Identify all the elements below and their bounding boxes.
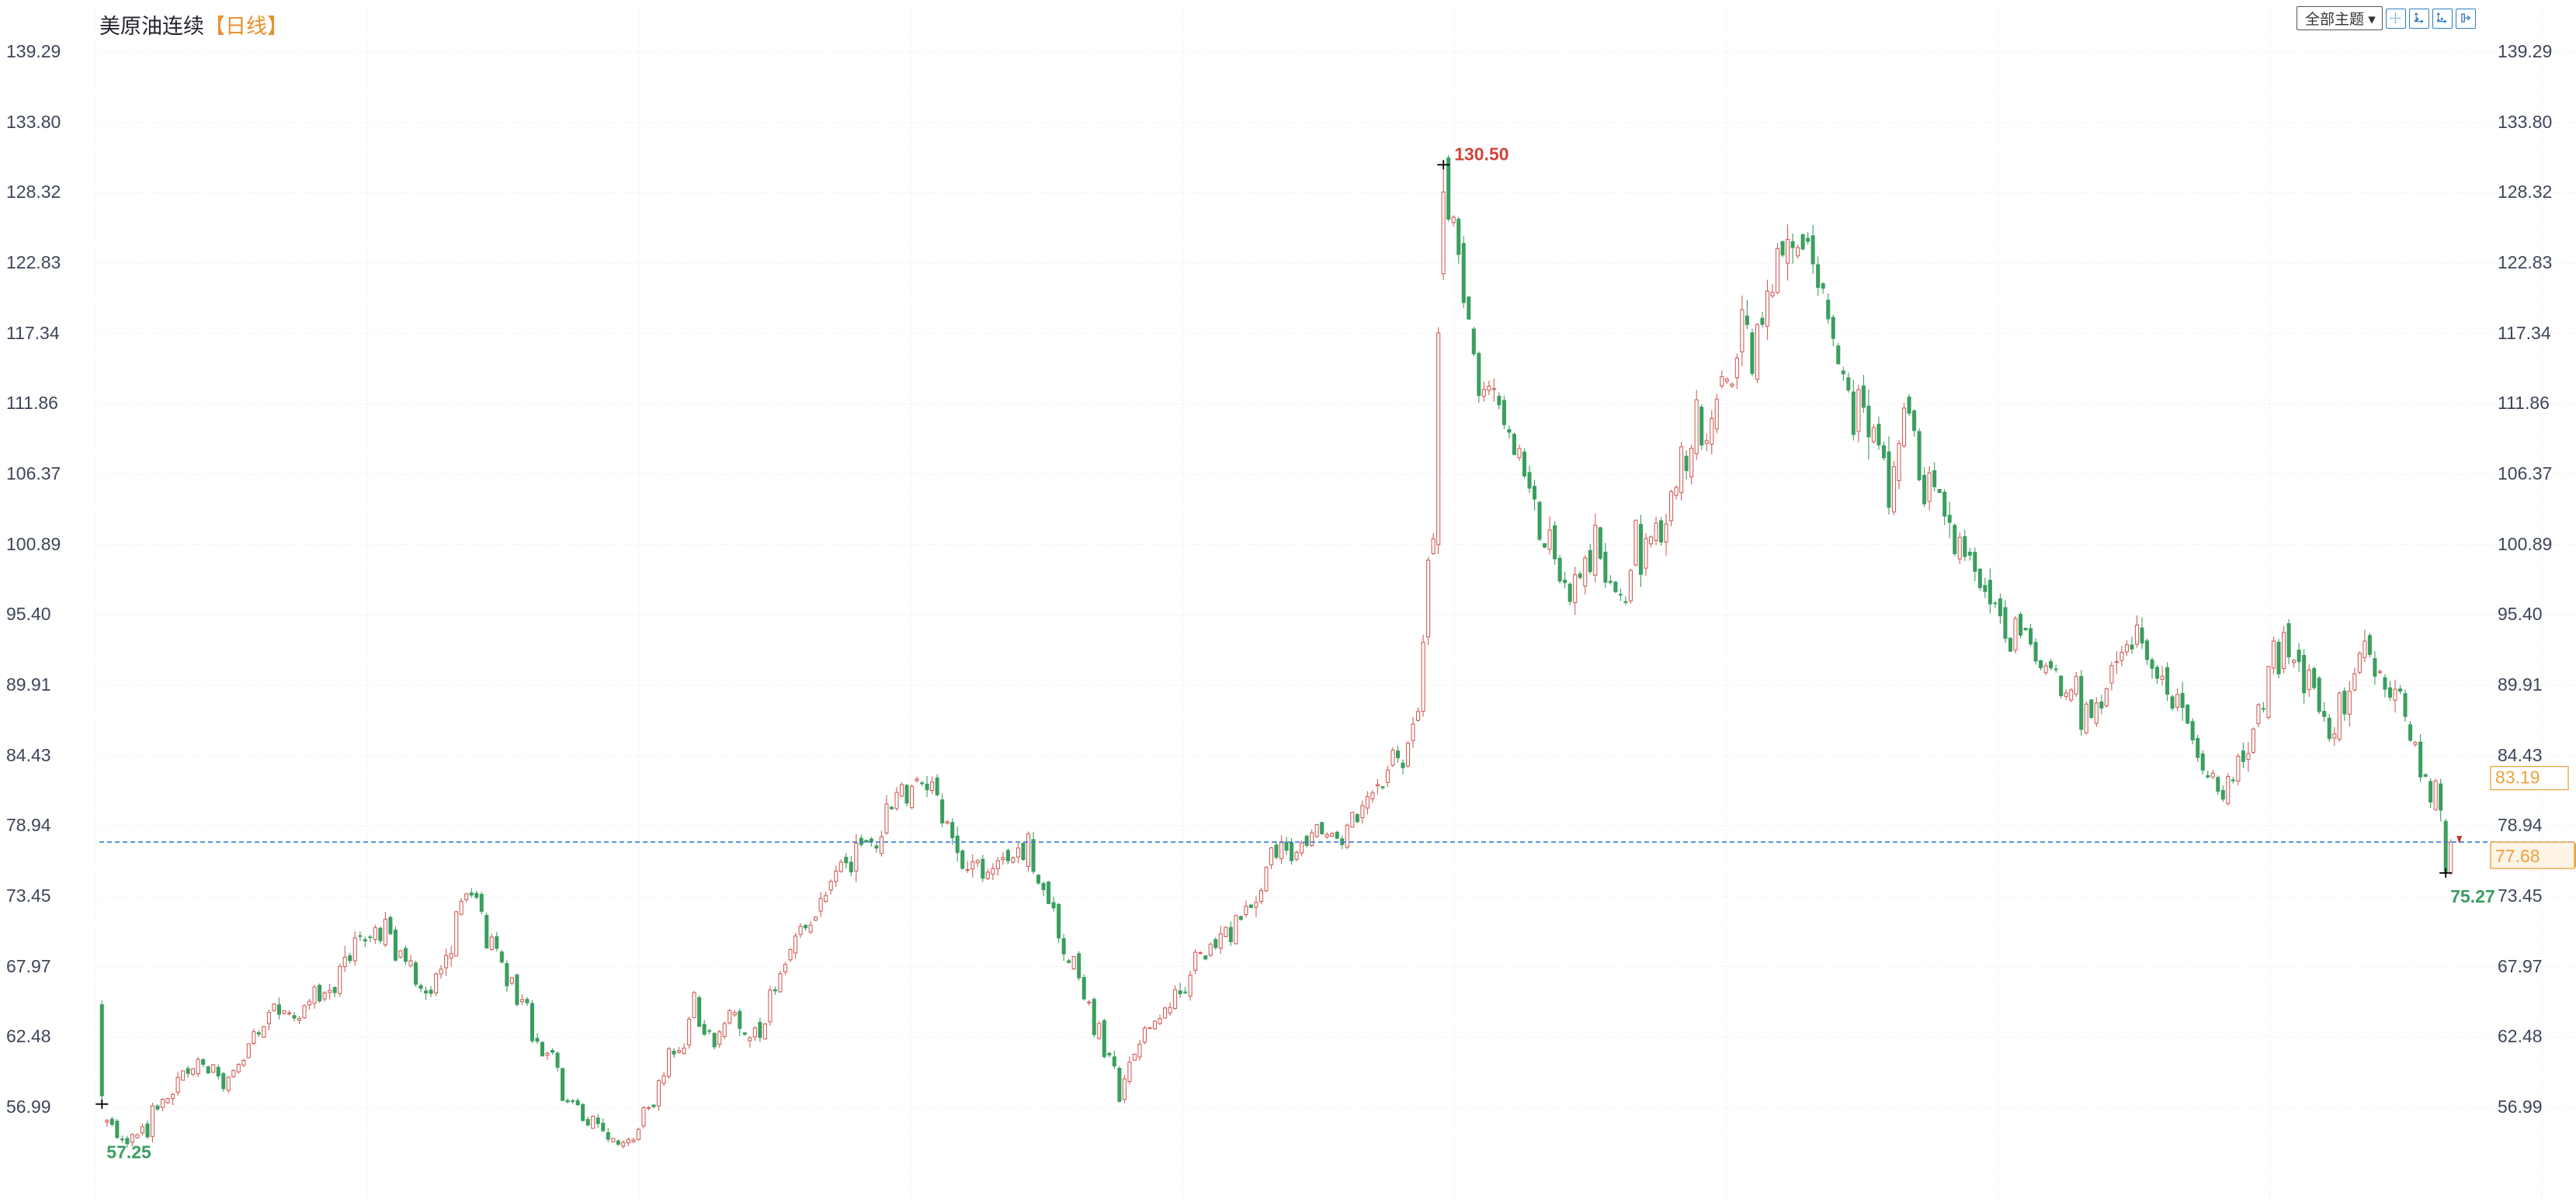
svg-text:75.27: 75.27 [2450, 886, 2495, 906]
svg-text:57.25: 57.25 [106, 1142, 151, 1163]
svg-text:77.68: 77.68 [2495, 846, 2540, 866]
svg-text:83.19: 83.19 [2495, 768, 2540, 788]
svg-text:130.50: 130.50 [1454, 144, 1508, 164]
